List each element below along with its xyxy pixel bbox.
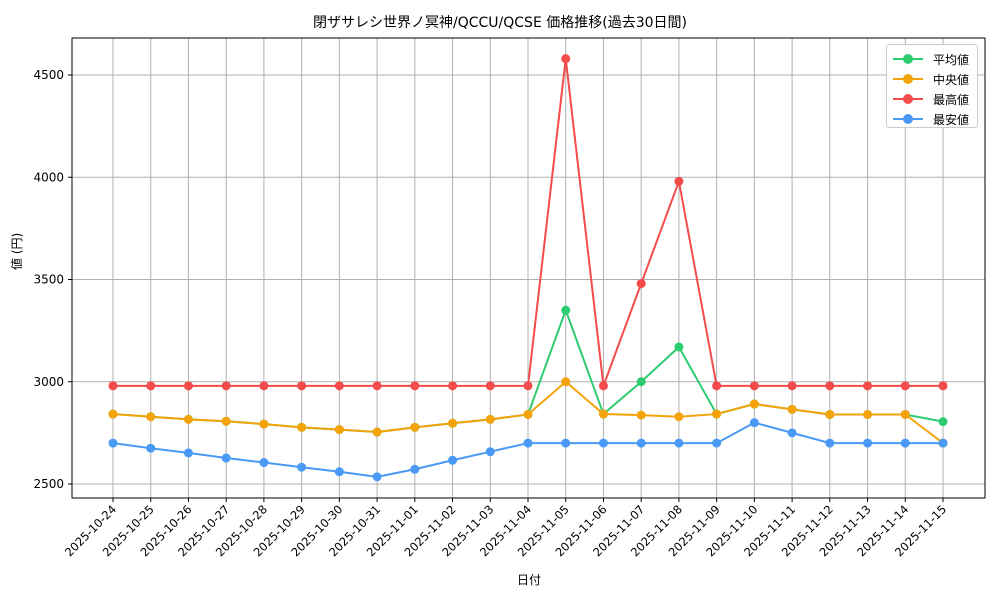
- data-point: [259, 381, 269, 391]
- data-point: [674, 176, 684, 186]
- data-point: [108, 438, 118, 448]
- data-point: [334, 467, 344, 477]
- data-point: [636, 438, 646, 448]
- y-axis-label: 値 (円): [10, 232, 24, 270]
- data-point: [938, 381, 948, 391]
- data-point: [372, 472, 382, 482]
- data-point: [259, 458, 269, 468]
- legend-item-average: 平均値: [893, 49, 977, 69]
- y-tick-label: 4500: [33, 68, 64, 82]
- data-point: [674, 438, 684, 448]
- y-tick-label: 4000: [33, 170, 64, 184]
- legend-label: 中央値: [933, 73, 970, 87]
- data-point: [485, 414, 495, 424]
- data-point: [900, 381, 910, 391]
- legend-label: 最高値: [933, 93, 970, 107]
- data-point: [863, 381, 873, 391]
- y-axis-ticks: 2500 3000 3500 4000 4500: [33, 68, 72, 491]
- data-point: [749, 418, 759, 428]
- data-point: [900, 438, 910, 448]
- data-point: [674, 412, 684, 422]
- data-point: [448, 418, 458, 428]
- data-point: [598, 381, 608, 391]
- data-point: [221, 453, 231, 463]
- data-point: [221, 416, 231, 426]
- legend-label: 平均値: [933, 53, 970, 67]
- legend-marker-icon: [903, 54, 913, 64]
- legend-item-min: 最安値: [893, 109, 977, 129]
- data-point: [712, 409, 722, 419]
- data-point: [108, 381, 118, 391]
- data-point: [146, 381, 156, 391]
- data-point: [598, 438, 608, 448]
- data-point: [334, 381, 344, 391]
- y-tick-label: 2500: [33, 477, 64, 491]
- data-point: [636, 279, 646, 289]
- data-point: [183, 448, 193, 458]
- legend-marker-icon: [903, 114, 913, 124]
- data-point: [787, 404, 797, 414]
- data-point: [146, 412, 156, 422]
- data-point: [183, 381, 193, 391]
- y-tick-label: 3000: [33, 375, 64, 389]
- data-point: [598, 409, 608, 419]
- legend: 平均値 中央値 最高値 最安値: [886, 44, 978, 128]
- data-point: [712, 381, 722, 391]
- grid-lines: [72, 38, 985, 498]
- data-point: [712, 438, 722, 448]
- x-axis-ticks: 2025-10-242025-10-252025-10-262025-10-27…: [62, 498, 949, 559]
- data-point: [221, 381, 231, 391]
- data-point: [410, 422, 420, 432]
- data-point: [825, 381, 835, 391]
- data-point: [787, 381, 797, 391]
- data-point: [523, 381, 533, 391]
- data-point: [938, 417, 948, 427]
- data-point: [561, 54, 571, 64]
- legend-item-max: 最高値: [893, 89, 977, 109]
- data-point: [410, 381, 420, 391]
- legend-marker-icon: [903, 94, 913, 104]
- legend-item-median: 中央値: [893, 69, 977, 89]
- data-point: [674, 342, 684, 352]
- data-point: [636, 410, 646, 420]
- data-point: [523, 409, 533, 419]
- legend-label: 最安値: [933, 113, 970, 127]
- data-point: [297, 462, 307, 472]
- data-point: [523, 438, 533, 448]
- data-point: [749, 399, 759, 409]
- data-point: [485, 381, 495, 391]
- data-point: [372, 427, 382, 437]
- data-point: [900, 409, 910, 419]
- data-point: [448, 381, 458, 391]
- data-point: [636, 377, 646, 387]
- data-point: [787, 428, 797, 438]
- data-point: [485, 447, 495, 457]
- data-point: [334, 425, 344, 435]
- data-point: [561, 305, 571, 315]
- series-lines: [108, 54, 948, 482]
- data-point: [825, 409, 835, 419]
- chart-title: 閉ザサレシ世界ノ冥神/QCCU/QCSE 価格推移(過去30日間): [313, 15, 687, 31]
- x-axis-label: 日付: [516, 573, 541, 587]
- data-point: [448, 455, 458, 465]
- data-point: [108, 409, 118, 419]
- data-point: [410, 464, 420, 474]
- data-point: [146, 443, 156, 453]
- data-point: [561, 377, 571, 387]
- data-point: [297, 381, 307, 391]
- data-point: [749, 381, 759, 391]
- data-point: [938, 438, 948, 448]
- data-point: [259, 419, 269, 429]
- data-point: [372, 381, 382, 391]
- data-point: [561, 438, 571, 448]
- data-point: [825, 438, 835, 448]
- data-point: [297, 422, 307, 432]
- legend-marker-icon: [903, 74, 913, 84]
- data-point: [863, 409, 873, 419]
- data-point: [863, 438, 873, 448]
- data-point: [183, 414, 193, 424]
- y-tick-label: 3500: [33, 273, 64, 287]
